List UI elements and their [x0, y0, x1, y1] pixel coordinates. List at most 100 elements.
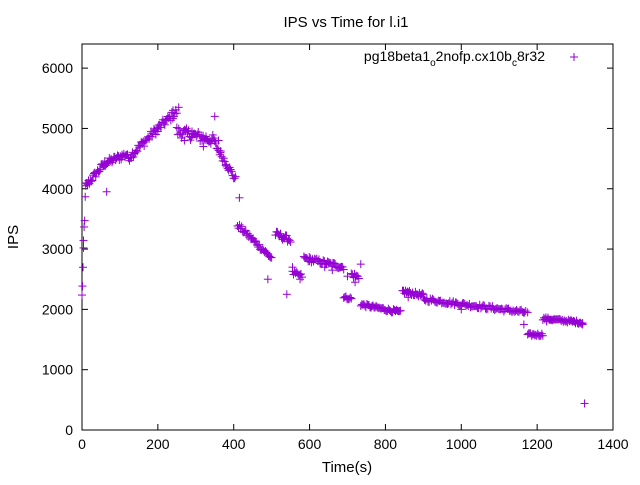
data-point	[129, 152, 138, 161]
data-point	[251, 236, 260, 245]
data-point	[282, 290, 291, 299]
data-point	[78, 291, 86, 300]
data-point	[282, 231, 291, 240]
data-point	[255, 240, 264, 249]
data-point	[210, 137, 219, 146]
data-point	[404, 293, 413, 302]
data-point	[339, 265, 348, 274]
data-point	[235, 220, 244, 229]
plot-frame	[81, 43, 614, 431]
data-point	[356, 260, 365, 269]
y-tick-label: 4000	[42, 181, 73, 197]
legend-marker	[570, 53, 578, 61]
data-point	[214, 136, 223, 145]
data-point	[153, 127, 162, 136]
x-axis-label: Time(s)	[322, 459, 372, 476]
data-point	[216, 148, 225, 157]
x-tick-label: 1000	[446, 436, 477, 452]
data-point	[305, 257, 314, 266]
data-point	[262, 248, 271, 257]
chart-title: IPS vs Time for l.i1	[283, 14, 408, 31]
data-point	[334, 264, 343, 273]
data-point	[108, 158, 117, 167]
data-point	[102, 187, 111, 196]
x-tick-label: 0	[78, 436, 86, 452]
y-tick-label: 3000	[42, 241, 73, 257]
data-point	[577, 319, 586, 328]
data-point	[351, 278, 360, 287]
data-point	[222, 160, 231, 169]
data-point	[347, 294, 356, 303]
y-tick-label: 0	[65, 422, 73, 438]
data-point	[580, 399, 589, 408]
data-point	[169, 106, 178, 115]
x-tick-label: 600	[298, 436, 322, 452]
data-point	[286, 237, 295, 246]
data-point	[227, 167, 236, 176]
x-tick-label: 1200	[522, 436, 553, 452]
y-tick-label: 5000	[42, 120, 73, 136]
data-point	[172, 123, 181, 132]
data-point	[174, 124, 183, 133]
data-point	[91, 172, 100, 181]
data-point	[80, 222, 89, 231]
data-point	[328, 266, 337, 275]
data-point	[519, 320, 528, 329]
data-point	[314, 255, 323, 264]
data-point	[170, 109, 179, 118]
data-point	[86, 175, 95, 184]
data-point	[253, 241, 262, 250]
data-point	[80, 216, 89, 225]
data-point	[542, 317, 551, 326]
data-point	[127, 153, 136, 162]
data-point	[299, 252, 308, 261]
data-point	[137, 138, 146, 147]
data-point	[235, 193, 244, 202]
data-point	[457, 305, 466, 314]
data-point	[330, 259, 339, 268]
data-point	[81, 192, 90, 201]
data-point	[296, 269, 305, 278]
data-point	[263, 275, 272, 284]
data-point	[160, 120, 169, 129]
data-point	[217, 152, 226, 161]
data-point	[230, 174, 239, 183]
x-tick-label: 1400	[597, 436, 628, 452]
data-point	[231, 172, 240, 181]
data-point	[288, 263, 297, 272]
data-point	[343, 272, 352, 281]
legend: pg18beta1o2nofp.cx10bc8r32	[364, 48, 578, 69]
x-tick-label: 400	[222, 436, 246, 452]
data-point	[95, 167, 104, 176]
data-point	[237, 222, 246, 231]
data-point	[201, 132, 210, 141]
data-point	[79, 236, 88, 245]
data-point	[324, 258, 333, 267]
legend-label-part: 2nofp.cx10b	[436, 48, 512, 64]
x-axis: 0 200 400 600 800 1000 1200 1400	[78, 44, 629, 452]
data-point	[79, 263, 88, 272]
data-point	[319, 256, 328, 265]
data-point	[323, 257, 332, 266]
data-point	[184, 126, 193, 135]
legend-label-subscript: o	[430, 58, 436, 69]
x-tick-label: 800	[374, 436, 398, 452]
data-point	[418, 289, 427, 298]
data-point	[178, 130, 187, 139]
data-point	[267, 253, 276, 262]
data-point	[78, 282, 87, 291]
data-point	[276, 229, 285, 238]
data-point	[570, 53, 578, 61]
data-point	[88, 176, 97, 185]
data-point	[199, 142, 208, 151]
data-point	[243, 229, 252, 238]
data-point	[83, 180, 92, 189]
data-point	[140, 142, 149, 151]
data-point	[578, 320, 587, 329]
data-point	[320, 263, 329, 272]
x-tick-label: 200	[146, 436, 170, 452]
data-point	[219, 154, 228, 163]
data-point	[354, 274, 363, 283]
